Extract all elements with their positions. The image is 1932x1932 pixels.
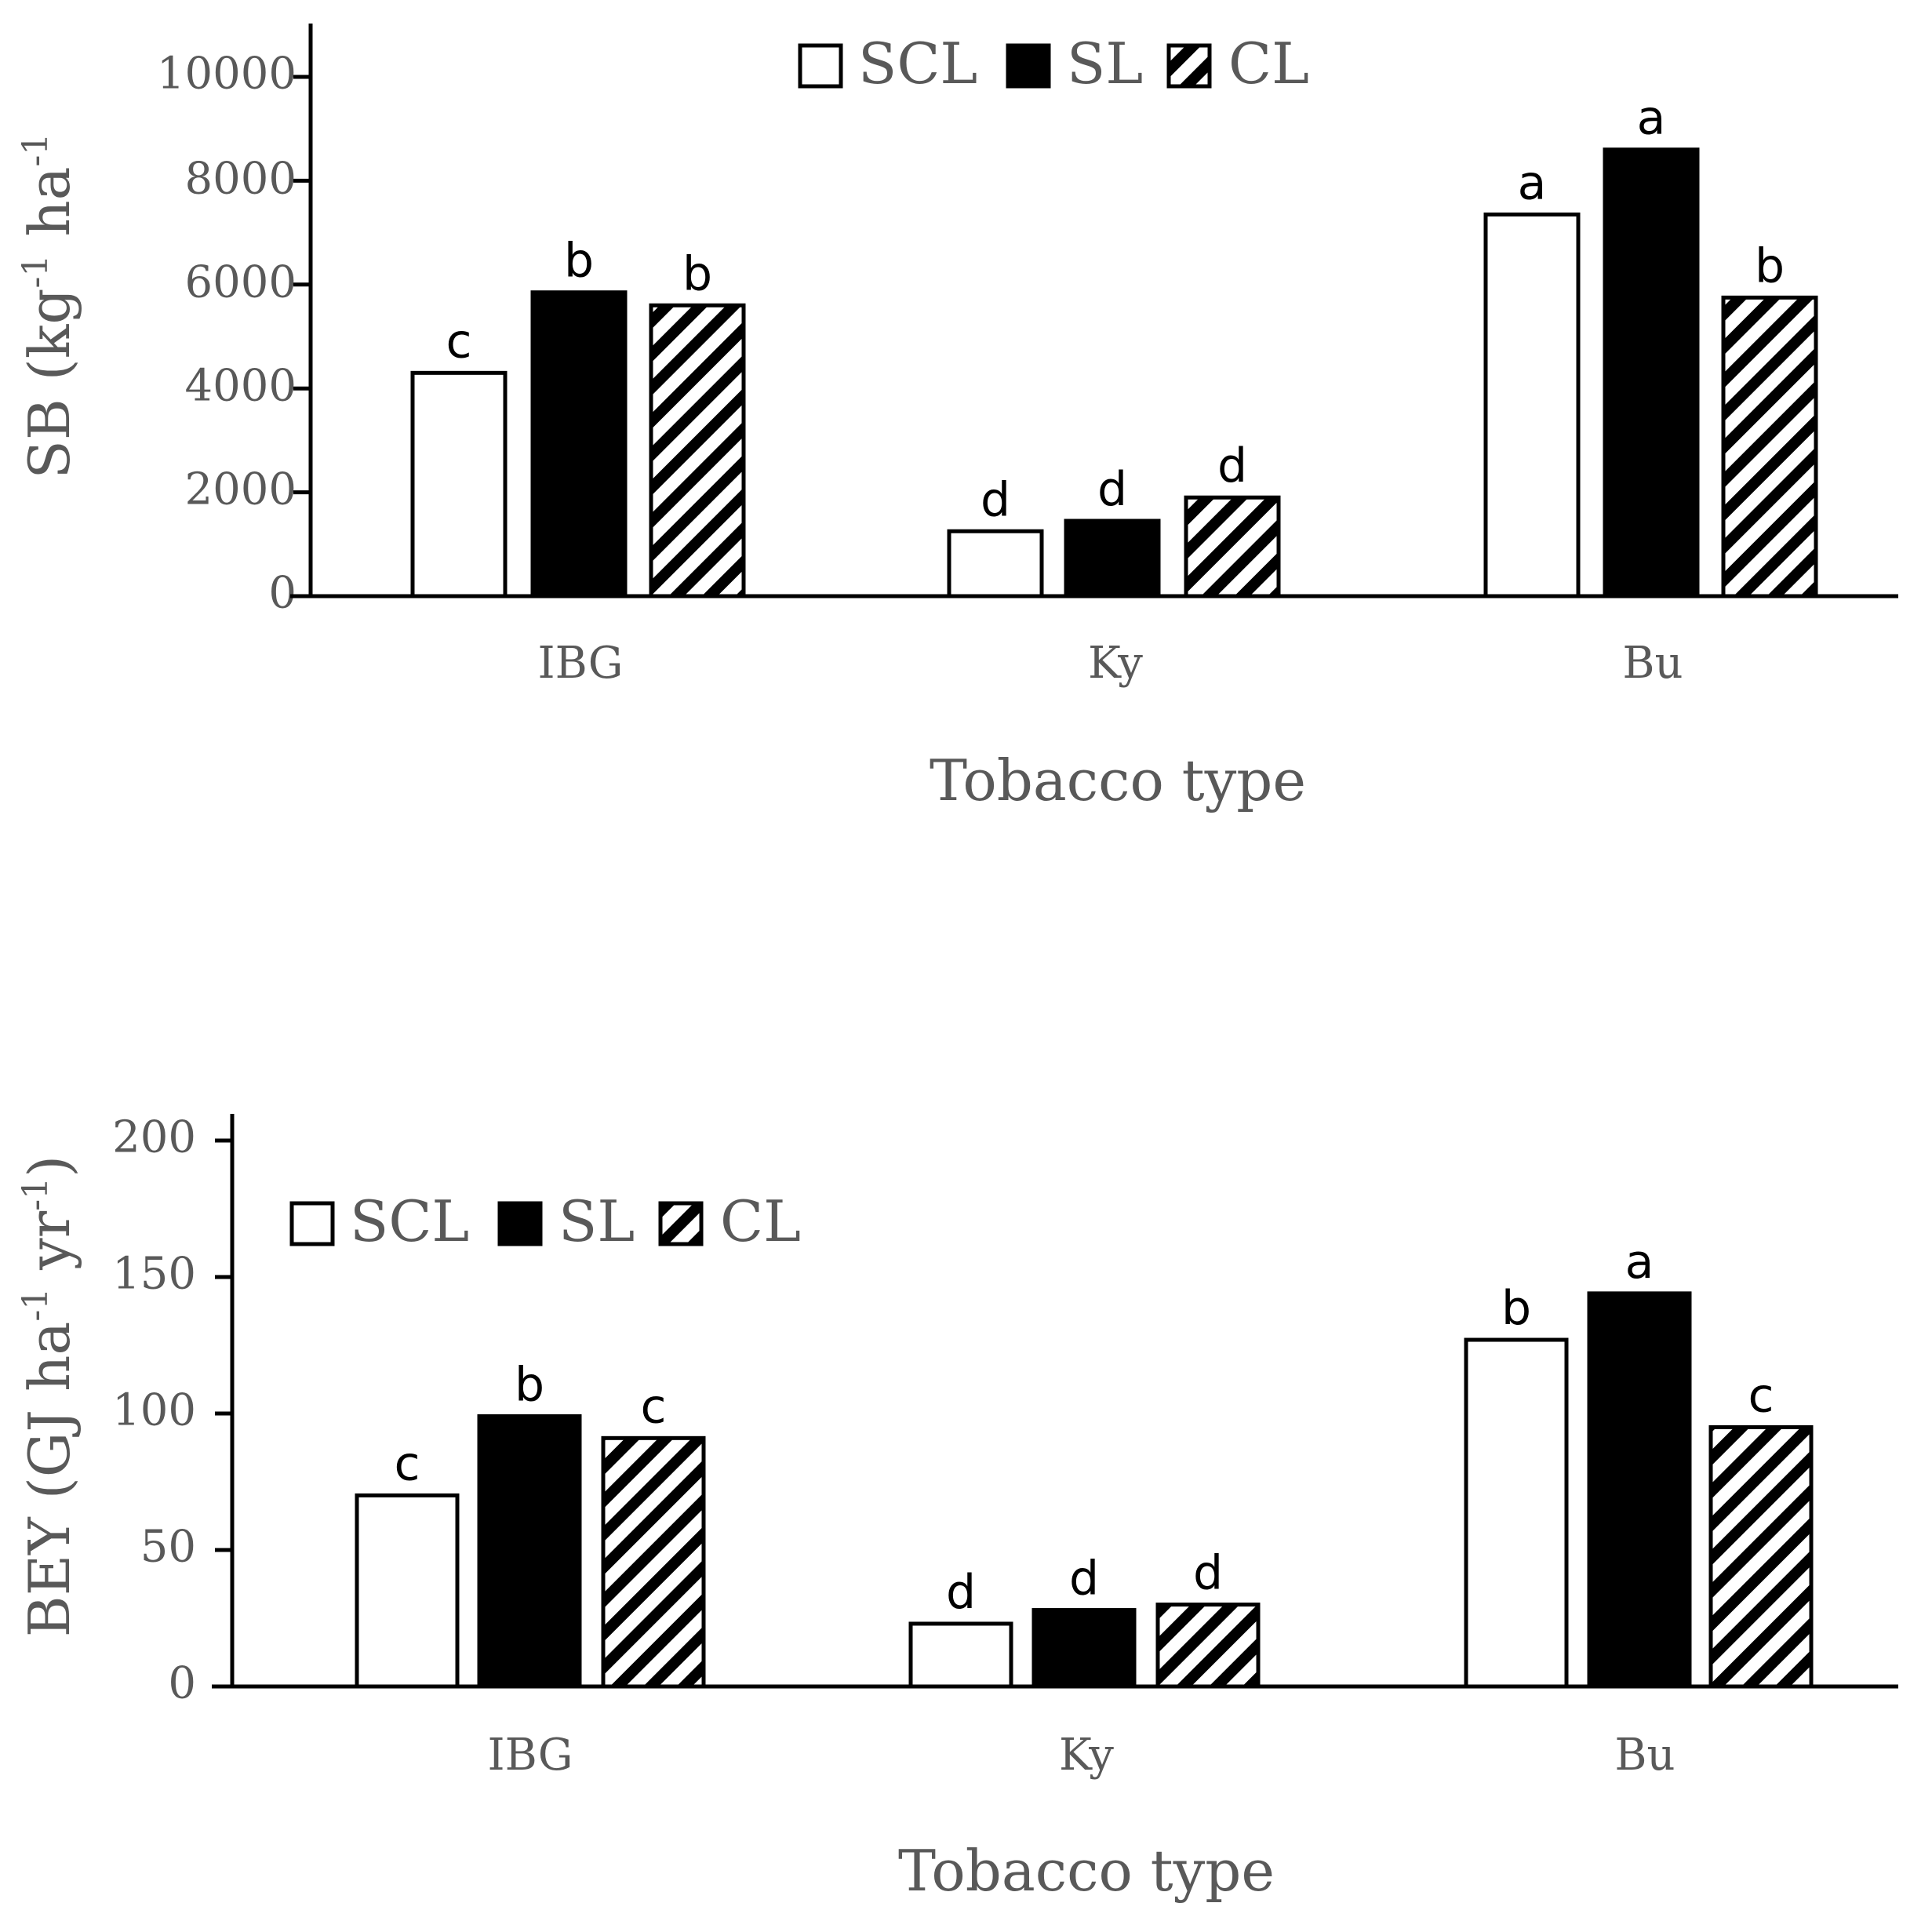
sb-chart: 0 2000 4000 6000 8000 10000 c b b d d d a a b IB… xyxy=(16,24,1898,813)
sb-y-title-sup1: -1 xyxy=(16,255,56,289)
sig-label-ky-sl: d xyxy=(1069,1552,1099,1606)
bey-y-tick-label: 100 xyxy=(112,1385,196,1436)
sig-label-bu-sl: a xyxy=(1637,91,1666,146)
legend-label-cl: CL xyxy=(1228,31,1309,96)
legend-label-scl: SCL xyxy=(350,1188,469,1254)
bar-ibg-scl xyxy=(410,370,508,599)
sb-x-axis-title: Tobacco type xyxy=(930,748,1306,813)
sb-significance-labels: c b b d d d a a b xyxy=(446,91,1785,528)
sig-label-bu-sl: a xyxy=(1625,1235,1654,1290)
bar-bu-sl xyxy=(1603,147,1700,599)
bey-y-axis-title: BEY (GJ ha-1 yr-1) xyxy=(16,1155,82,1637)
legend-swatch-sl xyxy=(497,1201,543,1246)
sb-y-axis-title: SB (kg-1 ha-1 xyxy=(16,133,82,479)
bey-y-title-end: ) xyxy=(16,1155,82,1177)
bey-bars xyxy=(355,1291,1814,1689)
bar-ky-sl xyxy=(1031,1608,1137,1689)
bey-legend: SCL SL CL xyxy=(289,1188,801,1254)
sig-label-bu-cl: c xyxy=(1748,1368,1774,1423)
sb-legend: SCL SL CL xyxy=(798,31,1309,96)
sig-label-ibg-cl: c xyxy=(641,1379,667,1434)
sb-y-title-mid: ha xyxy=(16,166,82,254)
bar-ibg-cl xyxy=(601,1435,706,1689)
legend-label-sl: SL xyxy=(1067,31,1143,96)
sb-y-tick-label: 2000 xyxy=(184,464,297,515)
bey-x-tick-ibg: IBG xyxy=(487,1730,573,1781)
sig-label-ky-scl: d xyxy=(981,472,1010,527)
bar-bu-scl xyxy=(1483,212,1581,599)
bey-x-tick-ky: Ky xyxy=(1059,1730,1114,1781)
bar-ibg-cl xyxy=(649,303,746,599)
sb-y-title-sup2: -1 xyxy=(16,133,56,167)
legend-label-scl: SCL xyxy=(858,31,977,96)
sig-label-bu-cl: b xyxy=(1755,238,1785,293)
sig-label-ky-cl: d xyxy=(1193,1546,1223,1601)
bey-y-title-main: BEY (GJ ha xyxy=(16,1322,82,1638)
bey-x-tick-bu: Bu xyxy=(1614,1730,1675,1781)
sb-y-tick-label: 0 xyxy=(268,568,297,619)
sb-y-title-main: SB (kg xyxy=(16,289,82,479)
legend-label-cl: CL xyxy=(720,1188,801,1254)
sb-x-tick-ibg: IBG xyxy=(537,638,623,689)
sig-label-bu-scl: a xyxy=(1518,155,1547,210)
bar-ky-scl xyxy=(908,1621,1013,1689)
sb-y-tick-label: 8000 xyxy=(184,154,297,205)
bar-ky-sl xyxy=(1064,518,1161,599)
bey-y-tick-label: 200 xyxy=(112,1112,196,1163)
sig-label-ky-scl: d xyxy=(946,1565,976,1620)
sb-bars xyxy=(410,147,1818,599)
sig-label-ibg-sl: b xyxy=(515,1357,544,1412)
bey-x-axis-title: Tobacco type xyxy=(898,1838,1275,1904)
legend-swatch-sl xyxy=(1006,43,1051,89)
bey-y-title-sup1: -1 xyxy=(16,1288,56,1322)
sig-label-ky-cl: d xyxy=(1217,438,1247,493)
bey-y-title-mid: yr xyxy=(16,1210,82,1288)
sig-label-ibg-scl: c xyxy=(395,1436,420,1491)
legend-swatch-cl xyxy=(1166,43,1212,89)
sb-x-tick-bu: Bu xyxy=(1622,638,1683,689)
sig-label-bu-scl: b xyxy=(1501,1281,1531,1336)
sig-label-ibg-sl: b xyxy=(564,234,594,289)
bar-ibg-sl xyxy=(477,1414,582,1689)
bey-chart: 0 50 100 150 200 c b c d d d b a c IBG Ky Bu Tob… xyxy=(16,1112,1898,1904)
legend-label-sl: SL xyxy=(558,1188,635,1254)
legend-swatch-scl xyxy=(798,43,843,89)
bar-bu-cl xyxy=(1708,1424,1814,1689)
sb-x-tick-ky: Ky xyxy=(1088,638,1143,689)
sig-label-ibg-scl: c xyxy=(446,314,472,369)
legend-swatch-cl xyxy=(658,1201,704,1246)
bey-y-tick-label: 0 xyxy=(168,1658,196,1709)
sig-label-ibg-cl: b xyxy=(682,246,712,301)
bar-bu-sl xyxy=(1587,1291,1692,1689)
bey-y-tick-marks xyxy=(215,1138,232,1689)
bar-ky-cl xyxy=(1155,1603,1261,1689)
bar-bu-cl xyxy=(1721,295,1818,599)
bar-ky-cl xyxy=(1184,495,1281,599)
bar-ky-scl xyxy=(947,529,1044,599)
legend-swatch-scl xyxy=(289,1201,335,1246)
bey-significance-labels: c b c d d d b a c xyxy=(395,1235,1774,1620)
bey-y-title-sup2: -1 xyxy=(16,1177,56,1211)
bar-ibg-sl xyxy=(530,290,628,599)
sb-y-tick-label: 10000 xyxy=(157,49,297,100)
sb-y-ticks: 0 2000 4000 6000 8000 10000 xyxy=(157,49,297,619)
sb-y-tick-label: 4000 xyxy=(184,361,297,412)
sb-y-tick-label: 6000 xyxy=(184,257,297,308)
bar-ibg-scl xyxy=(355,1493,460,1689)
bey-y-ticks: 0 50 100 150 200 xyxy=(112,1112,196,1709)
bar-bu-scl xyxy=(1464,1337,1569,1689)
sig-label-ky-sl: d xyxy=(1097,462,1127,517)
bey-y-tick-label: 150 xyxy=(112,1249,196,1300)
bey-y-tick-label: 50 xyxy=(140,1522,196,1573)
